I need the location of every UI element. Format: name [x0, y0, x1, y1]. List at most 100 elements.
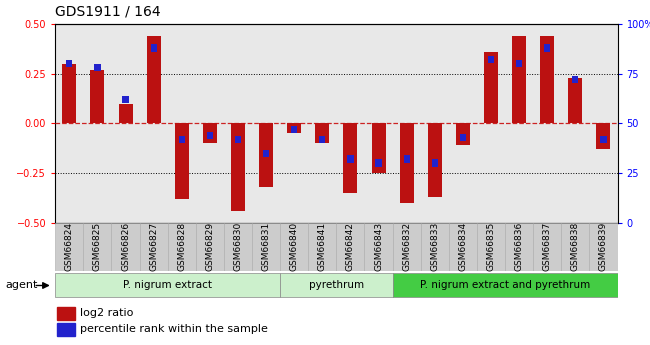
Bar	[57, 307, 75, 320]
Bar	[62, 64, 76, 124]
Bar	[601, 136, 606, 143]
Bar	[175, 124, 188, 199]
Bar	[151, 45, 157, 51]
Text: GSM66837: GSM66837	[543, 222, 552, 271]
Bar	[231, 124, 245, 210]
Bar	[147, 36, 161, 124]
Text: GSM66831: GSM66831	[261, 222, 270, 271]
Bar	[235, 136, 241, 143]
Text: P. nigrum extract and pyrethrum: P. nigrum extract and pyrethrum	[420, 280, 590, 290]
Bar	[55, 24, 83, 223]
Bar	[421, 24, 448, 223]
Text: GSM66826: GSM66826	[121, 222, 130, 271]
Bar	[224, 223, 252, 271]
Bar	[544, 45, 551, 51]
Bar	[118, 104, 133, 124]
Text: GSM66839: GSM66839	[599, 222, 608, 271]
Bar	[477, 24, 505, 223]
Bar	[365, 223, 393, 271]
Bar	[252, 223, 280, 271]
Bar	[337, 24, 365, 223]
Bar	[516, 60, 522, 67]
Bar	[488, 56, 494, 63]
Text: percentile rank within the sample: percentile rank within the sample	[79, 325, 268, 334]
Bar	[393, 24, 421, 223]
Text: P. nigrum extract: P. nigrum extract	[124, 280, 212, 290]
Text: GSM66830: GSM66830	[233, 222, 242, 271]
Bar	[347, 156, 354, 162]
Bar	[428, 124, 442, 197]
Bar	[55, 273, 280, 297]
Bar	[568, 78, 582, 124]
Bar	[533, 223, 561, 271]
Text: log2 ratio: log2 ratio	[79, 308, 133, 318]
Text: GSM66829: GSM66829	[205, 222, 214, 271]
Bar	[561, 223, 590, 271]
Bar	[122, 96, 129, 103]
Bar	[252, 24, 280, 223]
Text: GSM66824: GSM66824	[65, 222, 74, 271]
Bar	[484, 52, 498, 124]
Bar	[421, 223, 448, 271]
Bar	[505, 24, 533, 223]
Bar	[308, 223, 337, 271]
Text: GSM66843: GSM66843	[374, 222, 383, 271]
Bar	[376, 159, 382, 167]
Text: GSM66841: GSM66841	[318, 222, 327, 271]
Bar	[112, 24, 140, 223]
Bar	[365, 24, 393, 223]
Bar	[55, 223, 83, 271]
Text: GSM66836: GSM66836	[515, 222, 524, 271]
Bar	[308, 24, 337, 223]
Bar	[449, 223, 477, 271]
Bar	[112, 223, 140, 271]
Text: GDS1911 / 164: GDS1911 / 164	[55, 5, 161, 19]
Bar	[561, 24, 590, 223]
Text: GSM66835: GSM66835	[486, 222, 495, 271]
Bar	[207, 132, 213, 139]
Bar	[291, 126, 297, 133]
Bar	[432, 159, 438, 167]
Bar	[224, 24, 252, 223]
Text: GSM66828: GSM66828	[177, 222, 187, 271]
Bar	[287, 124, 301, 133]
Bar	[505, 223, 533, 271]
Bar	[319, 136, 326, 143]
Bar	[590, 24, 618, 223]
Bar	[57, 323, 75, 336]
Bar	[83, 223, 112, 271]
Bar	[66, 60, 72, 67]
Bar	[140, 24, 168, 223]
Bar	[168, 223, 196, 271]
Bar	[337, 223, 365, 271]
Bar	[90, 70, 105, 124]
Bar	[94, 64, 101, 71]
Text: GSM66840: GSM66840	[290, 222, 299, 271]
Bar	[196, 223, 224, 271]
Bar	[280, 223, 308, 271]
Bar	[280, 24, 308, 223]
Bar	[393, 223, 421, 271]
Bar	[460, 134, 466, 141]
Bar	[315, 124, 330, 143]
Bar	[512, 36, 526, 124]
Text: GSM66827: GSM66827	[149, 222, 158, 271]
Bar	[540, 36, 554, 124]
Text: GSM66832: GSM66832	[402, 222, 411, 271]
Bar	[477, 223, 505, 271]
Bar	[597, 124, 610, 149]
Text: GSM66825: GSM66825	[93, 222, 102, 271]
Bar	[203, 124, 217, 143]
Text: pyrethrum: pyrethrum	[309, 280, 364, 290]
Bar	[196, 24, 224, 223]
Text: GSM66838: GSM66838	[571, 222, 580, 271]
Bar	[259, 124, 273, 187]
Bar	[572, 76, 578, 83]
Bar	[404, 156, 410, 162]
Bar	[400, 124, 413, 203]
Bar	[263, 149, 269, 157]
Text: GSM66842: GSM66842	[346, 222, 355, 271]
Bar	[168, 24, 196, 223]
Text: agent: agent	[5, 280, 38, 290]
Bar	[343, 124, 358, 193]
